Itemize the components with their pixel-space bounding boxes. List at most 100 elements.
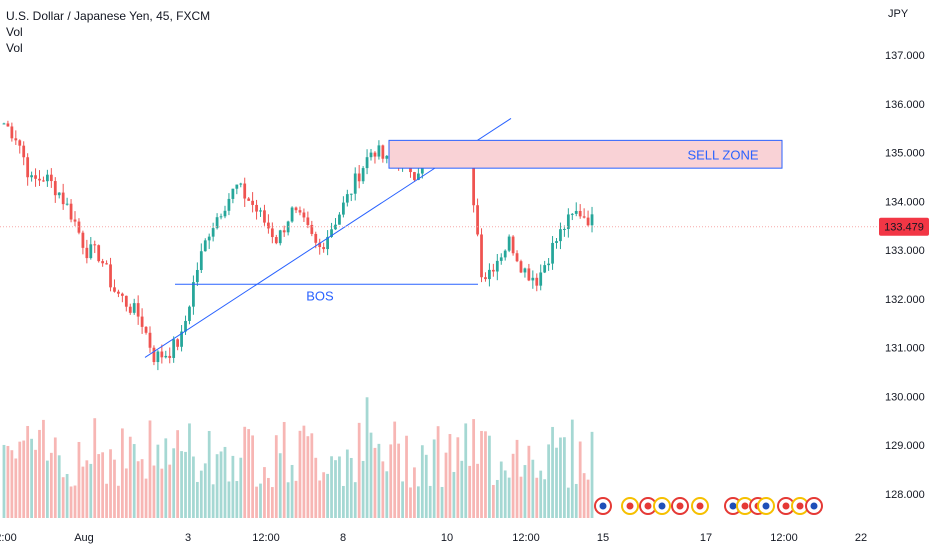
price-axis-bg xyxy=(878,0,932,550)
volume-bar xyxy=(547,444,550,518)
candle-body xyxy=(215,217,219,229)
flag-icon-center xyxy=(644,502,652,510)
price-tick-label: 130.000 xyxy=(885,391,925,403)
volume-bar xyxy=(310,433,314,518)
flag-icon-center xyxy=(782,502,790,510)
candle-body xyxy=(243,183,247,199)
vol-label-1[interactable]: Vol xyxy=(6,25,23,39)
volume-bar xyxy=(223,446,227,518)
volume-bar xyxy=(369,432,373,518)
candle-body xyxy=(168,355,172,358)
vol-label-2[interactable]: Vol xyxy=(6,41,23,55)
candle-body xyxy=(535,277,539,286)
volume-bar xyxy=(97,454,101,518)
volume-bar xyxy=(26,425,30,518)
volume-bar xyxy=(6,445,10,518)
volume-bar xyxy=(448,434,452,518)
candle-body xyxy=(314,233,318,243)
candle-body xyxy=(416,173,420,180)
candle-body xyxy=(10,126,14,139)
candle-body xyxy=(563,228,566,230)
flag-icon-center xyxy=(810,502,818,510)
candle-body xyxy=(251,200,254,205)
volume-bar xyxy=(468,465,472,518)
candle-body xyxy=(334,224,337,230)
volume-bar xyxy=(22,440,26,518)
volume-bar xyxy=(527,445,531,518)
candle-body xyxy=(274,237,278,244)
volume-bar xyxy=(140,459,144,518)
candle-body xyxy=(203,240,207,252)
candle-body xyxy=(85,247,89,259)
candle-body xyxy=(472,158,476,206)
flag-icon-center xyxy=(696,502,704,510)
volume-bar xyxy=(243,426,247,518)
volume-bar xyxy=(393,421,397,518)
volume-bar xyxy=(270,487,274,518)
volume-bar xyxy=(574,483,578,518)
candle-body xyxy=(61,192,65,205)
volume-bar xyxy=(472,419,476,518)
volume-bar xyxy=(124,468,128,518)
time-axis[interactable]: 2:00 Aug 3 12:00 8 10 12:00 15 17 12:00 22 xyxy=(0,532,867,544)
candle-body xyxy=(338,214,341,225)
candle-body xyxy=(124,295,128,307)
volume-bar xyxy=(184,451,187,518)
volume-bar xyxy=(113,459,116,518)
candle-body xyxy=(267,222,270,229)
candle-body xyxy=(152,347,156,363)
volume-bar xyxy=(101,452,105,518)
volume-bar xyxy=(318,480,322,518)
time-tick-label: 2:00 xyxy=(0,532,17,544)
volume-bar xyxy=(551,426,554,518)
volume-bar xyxy=(14,458,18,518)
price-tick-label: 131.000 xyxy=(885,343,925,355)
price-tick-label: 135.000 xyxy=(885,148,925,160)
volume-bar xyxy=(93,418,97,518)
candle-body xyxy=(294,207,298,211)
time-tick-label: 12:00 xyxy=(512,532,540,544)
annotations[interactable]: BOS SELL ZONE xyxy=(0,117,878,358)
candle-body xyxy=(574,210,578,214)
volume-bar xyxy=(563,437,566,518)
volume-bar xyxy=(227,481,231,518)
candle-body xyxy=(539,272,543,286)
volume-bar xyxy=(81,466,85,518)
time-tick-label: 15 xyxy=(597,532,609,544)
volume-bar xyxy=(590,431,594,518)
candle-body xyxy=(97,245,101,262)
volume-bar xyxy=(259,483,262,518)
volume-bar xyxy=(377,443,381,518)
price-axis[interactable]: 137.000 136.000 135.000 134.000 133.000 132.0… xyxy=(878,0,932,550)
candle-body xyxy=(65,203,69,205)
candle-body xyxy=(361,168,365,182)
candle-body xyxy=(555,241,558,243)
volume-bar xyxy=(152,465,156,518)
volume-bar xyxy=(18,441,22,518)
volume-bar xyxy=(464,423,468,518)
candle-body xyxy=(227,198,231,211)
volume-bar xyxy=(219,451,223,518)
volume-bar xyxy=(57,455,61,518)
candle-body xyxy=(73,219,77,222)
volume-bar xyxy=(338,456,341,518)
volume-bar xyxy=(365,397,369,518)
flag-icon-center xyxy=(729,502,737,510)
volume-bar xyxy=(401,481,404,518)
volume-bar xyxy=(306,436,310,518)
last-price-value: 133.479 xyxy=(884,222,924,234)
candle-body xyxy=(566,214,570,229)
candle-body xyxy=(2,123,6,125)
candle-body xyxy=(590,214,594,226)
candle-body xyxy=(586,217,590,226)
symbol-title[interactable]: U.S. Dollar / Japanese Yen, 45, FXCM xyxy=(6,9,211,23)
sell-zone-box[interactable] xyxy=(388,139,783,169)
candle-body xyxy=(93,244,97,246)
candle-body xyxy=(381,145,385,159)
events-row[interactable] xyxy=(594,497,823,515)
volume-bar xyxy=(34,449,37,518)
candle-body xyxy=(503,250,507,258)
volume-bar xyxy=(503,470,507,518)
candle-body xyxy=(156,351,160,363)
